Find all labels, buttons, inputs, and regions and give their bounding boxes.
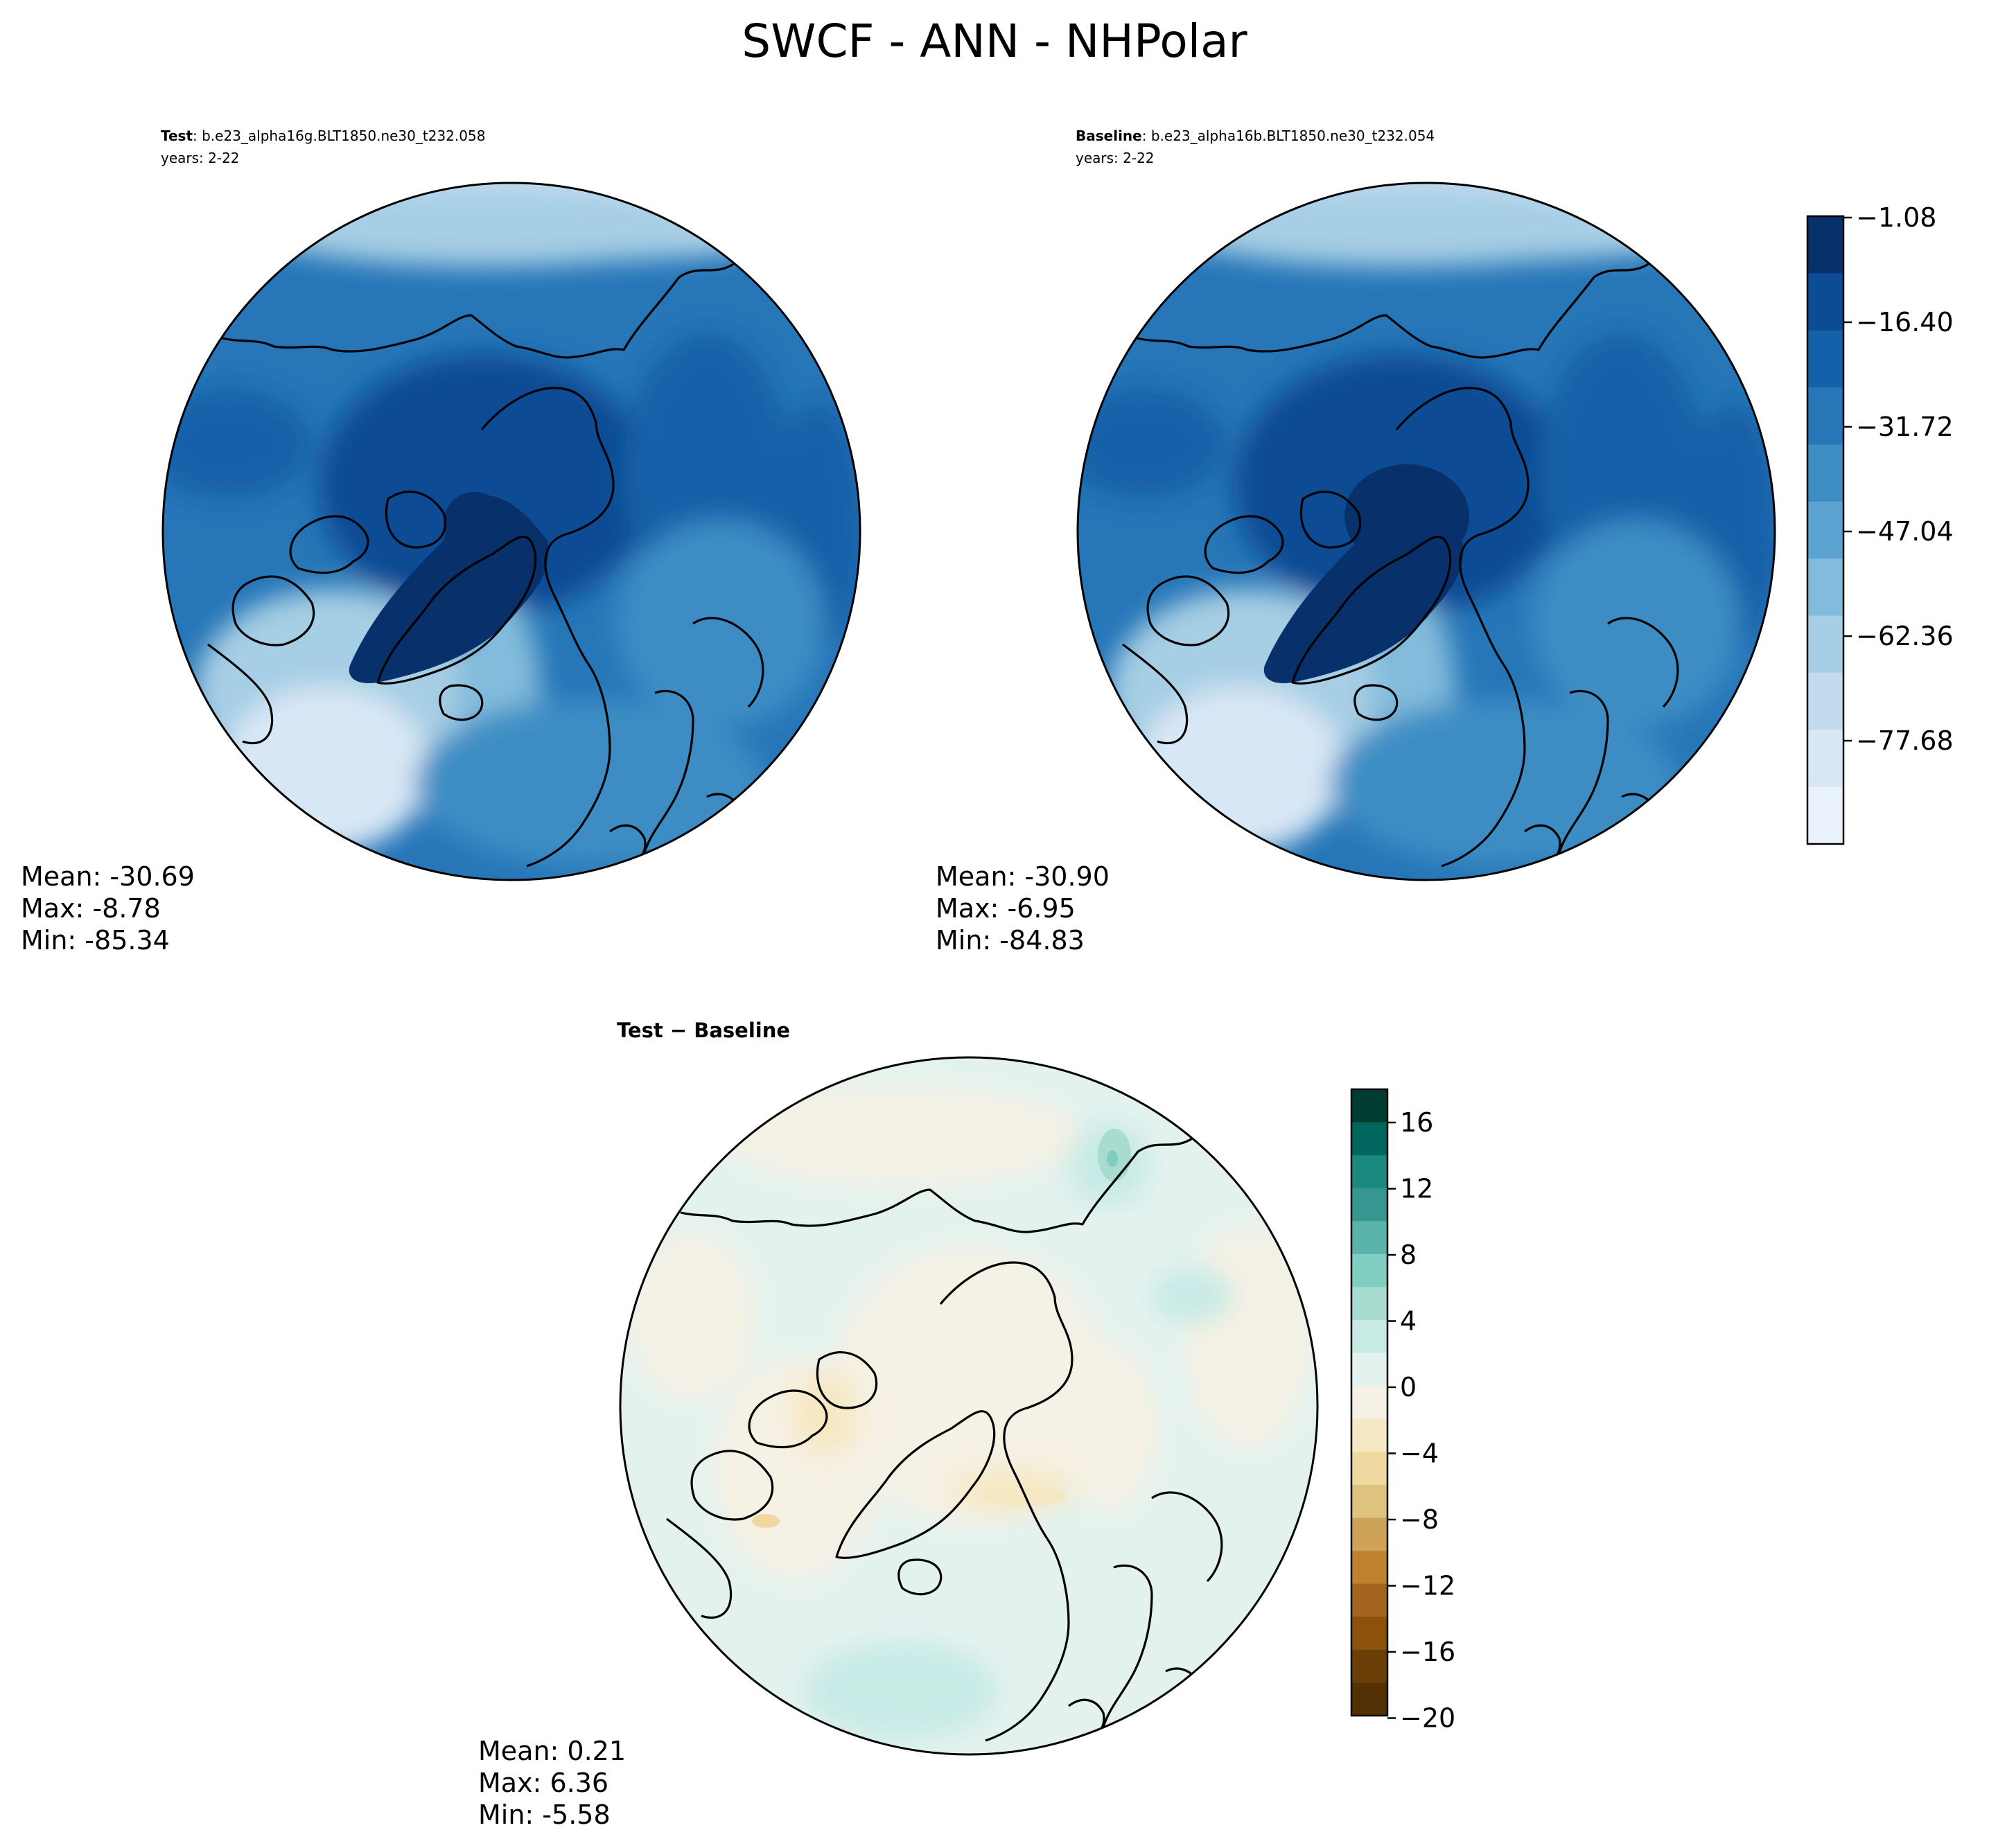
diff-panel: Test − Baseline [478,1019,1319,1830]
colorbar-segment [1807,501,1843,559]
colorbar-tick-label: 8 [1400,1240,1417,1270]
colorbar-segment [1807,672,1843,730]
colorbar-segment [1351,1287,1387,1321]
colorbar-segment [1807,273,1843,331]
colorbar-segment [1351,1155,1387,1189]
diff-stat-min: Min: -5.58 [478,1799,611,1830]
colorbar-tick-label: −8 [1400,1504,1439,1535]
colorbar-segment [1351,1418,1387,1452]
baseline-stat-mean: Mean: -30.90 [936,861,1110,892]
test-label-rest: : b.e23_alpha16g.BLT1850.ne30_t232.058 [193,127,485,144]
colorbar-tick-label: −62.36 [1856,621,1954,651]
diff-stat-mean: Mean: 0.21 [478,1736,626,1766]
colorbar-segment [1807,216,1843,274]
colorbar-tick-label: −1.08 [1856,202,1936,233]
colorbar-tick-label: −16.40 [1856,307,1954,337]
diff-map [620,1057,1317,1754]
baseline-run-label: Baseline: b.e23_alpha16b.BLT1850.ne30_t2… [1076,127,1435,144]
colorbar-segment [1351,1188,1387,1222]
colorbar-segment [1351,1089,1387,1123]
diff-colorbar: 16 12 8 4 0 −4 −8 −12 −16 −20 [1350,1088,1455,1734]
colorbar-segment [1351,1253,1387,1287]
colorbar-segment [1351,1484,1387,1519]
colorbar-segment [1351,1452,1387,1486]
test-label-bold: Test [161,127,193,144]
colorbar-segment [1351,1583,1387,1617]
test-map-boundary [161,182,861,881]
baseline-label-bold: Baseline [1076,127,1142,144]
test-stat-max: Max: -8.78 [21,893,161,924]
baseline-stat-max: Max: -6.95 [936,893,1076,924]
colorbar-tick-label: 0 [1400,1372,1417,1402]
colorbar-segment [1351,1353,1387,1387]
baseline-stat-min: Min: -84.83 [936,925,1085,956]
test-run-label: Test: b.e23_alpha16g.BLT1850.ne30_t232.0… [161,127,485,144]
figure-title: SWCF - ANN - NHPolar [742,15,1247,68]
colorbar-segment [1351,1122,1387,1156]
colorbar-segment [1351,1682,1387,1716]
colorbar-segment [1351,1386,1387,1420]
colorbar-segment [1351,1320,1387,1354]
colorbar-segment [1807,615,1843,674]
colorbar-tick-label: −20 [1400,1703,1455,1734]
test-map [163,183,860,880]
colorbar-tick-label: −16 [1400,1637,1455,1667]
baseline-label-rest: : b.e23_alpha16b.BLT1850.ne30_t232.054 [1142,127,1435,144]
baseline-map [1078,183,1775,880]
colorbar-segment [1807,730,1843,788]
colorbar-segment [1351,1617,1387,1651]
colorbar-segment [1807,330,1843,388]
colorbar-tick-label: 16 [1400,1107,1433,1138]
colorbar-segment [1351,1551,1387,1585]
colorbar-segment [1351,1221,1387,1255]
colorbar-segment [1807,444,1843,502]
test-stat-mean: Mean: -30.69 [21,861,195,892]
baseline-years: years: 2-22 [1076,150,1155,166]
colorbar-tick-label: −4 [1400,1438,1439,1469]
test-panel: Test: b.e23_alpha16g.BLT1850.ne30_t232.0… [21,127,861,956]
diff-map-boundary [619,1056,1319,1756]
test-years: years: 2-22 [161,150,240,166]
colorbar-tick-label: −12 [1400,1571,1455,1601]
baseline-panel: Baseline: b.e23_alpha16b.BLT1850.ne30_t2… [936,127,1776,956]
colorbar-tick-label: −77.68 [1856,725,1954,756]
colorbar-segment [1807,387,1843,445]
colorbar-segment [1807,558,1843,617]
main-colorbar: −1.08 −16.40 −31.72 −47.04 −62.36 −77.68 [1806,202,1954,845]
diff-stat-max: Max: 6.36 [478,1768,608,1798]
baseline-map-boundary [1076,182,1776,881]
colorbar-tick-label: 12 [1400,1174,1433,1204]
colorbar-frame [1350,1088,1389,1717]
colorbar-frame [1806,215,1845,845]
colorbar-segment [1351,1517,1387,1551]
colorbar-tick-label: 4 [1400,1306,1417,1337]
colorbar-tick-label: −47.04 [1856,516,1954,547]
diff-title: Test − Baseline [617,1019,790,1042]
test-stat-min: Min: -85.34 [21,925,170,956]
colorbar-tick-label: −31.72 [1856,412,1954,442]
colorbar-segment [1351,1649,1387,1683]
colorbar-segment [1807,786,1843,845]
